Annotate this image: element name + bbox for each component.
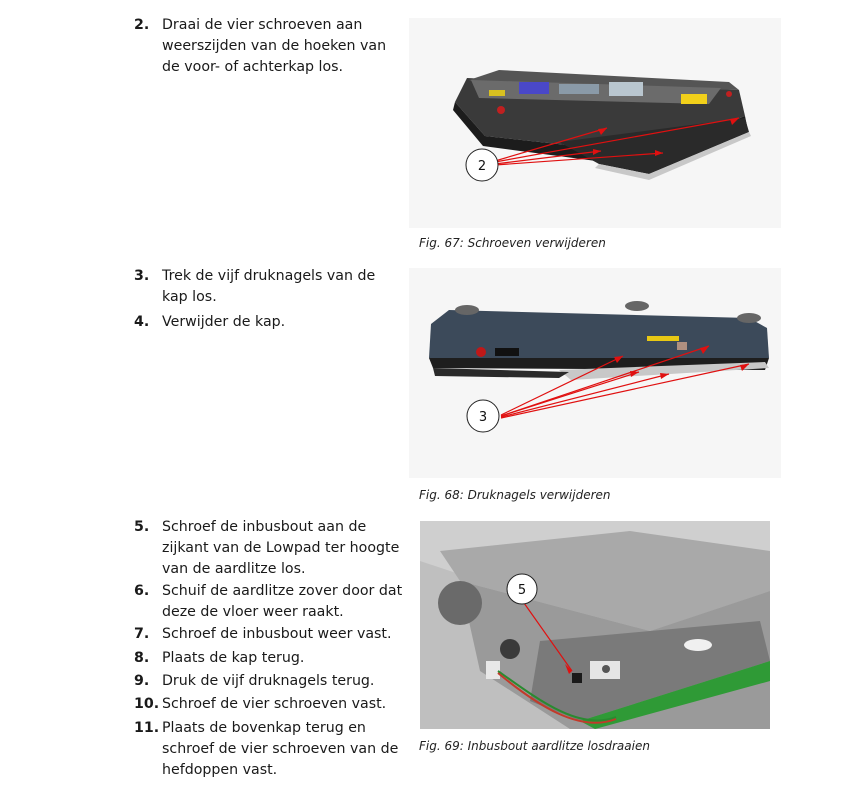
step-text: Trek de vijf druknagels van de kap los. xyxy=(162,268,376,305)
step-7: 7. Schroef de inbusbout weer vast. xyxy=(134,624,404,645)
figure-caption: Fig. 69: Inbusbout aardlitze losdraaien xyxy=(419,739,650,753)
step-text: Schuif de aardlitze zover door dat deze … xyxy=(162,583,403,620)
lowpad-screws-illustration: 2 xyxy=(453,70,751,182)
step-text: Schroef de vier schroeven vast. xyxy=(162,696,387,712)
step-number: 8. xyxy=(134,650,150,666)
step-number: 2. xyxy=(134,17,150,33)
step-number: 9. xyxy=(134,673,150,689)
step-number: 10. xyxy=(134,696,160,712)
step-text: Schroef de inbusbout weer vast. xyxy=(162,626,392,642)
step-text: Druk de vijf druknagels terug. xyxy=(162,673,375,689)
callout-circle xyxy=(466,399,500,433)
step-number: 11. xyxy=(134,720,160,736)
step-10: 10. Schroef de vier schroeven vast. xyxy=(134,694,404,715)
step-number: 5. xyxy=(134,519,150,535)
step-11: 11. Plaats de bovenkap terug en schroef … xyxy=(134,718,404,781)
figure-67: 2 xyxy=(409,18,781,228)
step-number: 7. xyxy=(134,626,150,642)
step-3: 3. Trek de vijf druknagels van de kap lo… xyxy=(134,266,404,308)
step-text: Plaats de bovenkap terug en schroef de v… xyxy=(162,720,399,778)
callout-circle xyxy=(465,148,499,182)
step-2: 2. Draai de vier schroeven aan weerszijd… xyxy=(134,15,404,78)
step-8: 8. Plaats de kap terug. xyxy=(134,648,404,669)
figure-68: 3 xyxy=(409,268,781,478)
figure-caption: Fig. 68: Druknagels verwijderen xyxy=(419,488,611,502)
ground-wire-bolt-illustration: 5 xyxy=(420,521,770,729)
step-text: Plaats de kap terug. xyxy=(162,650,305,666)
figure-caption: Fig. 67: Schroeven verwijderen xyxy=(419,236,606,250)
callout-circle xyxy=(506,573,538,605)
lowpad-rivets-illustration: 3 xyxy=(429,301,769,433)
step-number: 4. xyxy=(134,314,150,330)
callout-label: 3 xyxy=(479,410,487,425)
step-text: Verwijder de kap. xyxy=(162,314,286,330)
figure-69: 5 xyxy=(420,521,770,729)
callout-label: 5 xyxy=(518,583,526,598)
step-4: 4. Verwijder de kap. xyxy=(134,312,404,333)
step-5: 5. Schroef de inbusbout aan de zijkant v… xyxy=(134,517,404,580)
step-number: 3. xyxy=(134,268,150,284)
step-6: 6. Schuif de aardlitze zover door dat de… xyxy=(134,581,404,623)
step-number: 6. xyxy=(134,583,150,599)
step-text: Draai de vier schroeven aan weerszijden … xyxy=(162,17,387,75)
step-9: 9. Druk de vijf druknagels terug. xyxy=(134,671,404,692)
step-text: Schroef de inbusbout aan de zijkant van … xyxy=(162,519,400,577)
callout-label: 2 xyxy=(478,159,486,174)
